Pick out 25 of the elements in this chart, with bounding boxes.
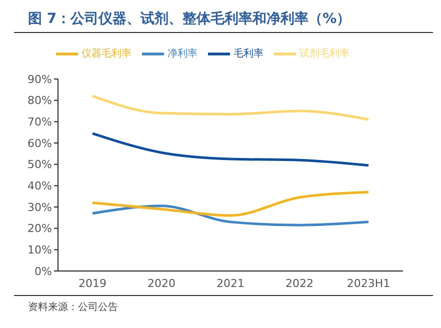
x-tick-label: 2021 <box>216 276 244 290</box>
x-tick-label: 2022 <box>286 276 314 290</box>
y-tick-label: 60% <box>28 136 52 150</box>
x-tick-label: 2023H1 <box>346 276 390 290</box>
y-tick-label: 50% <box>28 158 52 172</box>
line-series <box>91 204 370 226</box>
y-tick-label: 40% <box>28 180 52 193</box>
legend-label: 净利率 <box>168 48 198 60</box>
line-series <box>91 132 370 167</box>
legend-label: 仪器毛利率 <box>82 48 132 60</box>
x-tick-label: 2019 <box>78 276 106 290</box>
y-tick-label: 70% <box>28 116 52 129</box>
y-tick-label: 20% <box>28 222 52 236</box>
line-series <box>91 190 370 217</box>
legend-label: 毛利率 <box>234 48 264 60</box>
y-tick-label: 0% <box>34 264 52 278</box>
legend-label: 试剂毛利率 <box>300 48 350 60</box>
line-series <box>91 94 370 121</box>
x-tick-label: 2020 <box>148 276 176 290</box>
chart-title: 图 7：公司仪器、试剂、整体毛利率和净利率（%） <box>14 8 433 33</box>
y-tick-label: 80% <box>28 94 52 108</box>
y-tick-label: 30% <box>28 200 52 214</box>
y-tick-label: 10% <box>28 244 52 257</box>
text: 资料来源：公司公告 <box>28 302 118 313</box>
y-tick-label: 90% <box>28 72 52 86</box>
